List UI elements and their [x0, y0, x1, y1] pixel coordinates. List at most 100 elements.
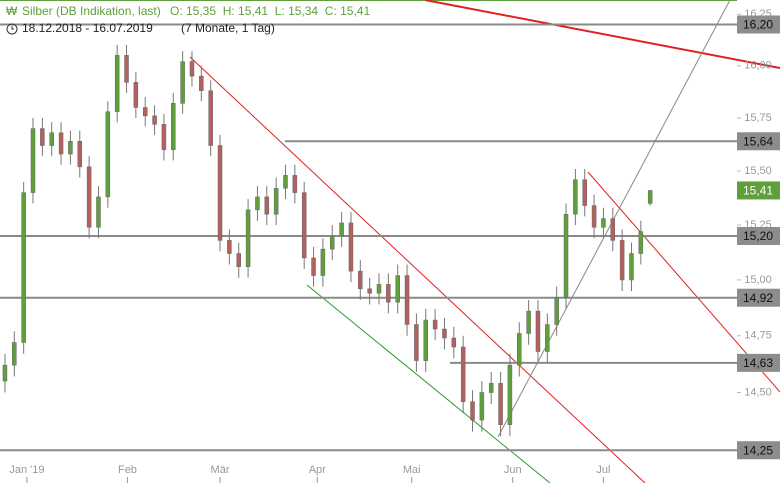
- candle-body: [367, 288, 372, 294]
- candle-body: [414, 324, 419, 361]
- level-label: 14,63: [743, 356, 773, 370]
- candle-body: [619, 240, 625, 281]
- candle-body: [105, 111, 111, 198]
- candle-body: [329, 235, 335, 250]
- candle-body: [479, 392, 485, 421]
- candle-body: [68, 141, 73, 155]
- y-tick-label: 14,75: [744, 330, 772, 342]
- trend-line: [189, 56, 646, 483]
- candle-body: [601, 218, 606, 228]
- candle-body: [245, 209, 251, 267]
- candle-body: [591, 205, 597, 228]
- x-tick-label: Jun: [504, 464, 522, 476]
- candle-body: [96, 196, 101, 228]
- candle-body: [40, 128, 45, 146]
- candle-body: [273, 188, 279, 215]
- level-box: [737, 288, 780, 307]
- candle-body: [629, 253, 634, 281]
- candle-body: [404, 275, 410, 325]
- candle-body: [30, 128, 36, 193]
- level-label: 16,20: [743, 18, 773, 32]
- clock-icon: [11, 26, 14, 30]
- candle-body: [264, 196, 270, 215]
- candle-body: [114, 55, 120, 112]
- candle-body: [451, 337, 457, 348]
- level-label: 14,25: [743, 443, 773, 457]
- candle-body: [573, 179, 578, 215]
- candle-body: [180, 61, 185, 104]
- chart-title: Silber (DB Indikation, last): [22, 4, 161, 18]
- candle-body: [311, 257, 316, 276]
- candle-body: [563, 213, 569, 298]
- candle-body: [320, 248, 326, 276]
- candle-body: [283, 175, 288, 189]
- candle-body: [152, 115, 157, 125]
- candle-body: [610, 218, 616, 241]
- candle-body: [395, 275, 400, 303]
- level-box: [737, 441, 780, 460]
- candle-body: [301, 192, 307, 259]
- y-tick-label: 16,00: [744, 60, 772, 72]
- candle-body: [12, 342, 17, 366]
- candle-body: [339, 222, 344, 237]
- candle-body: [2, 364, 8, 382]
- candle-body: [77, 141, 83, 168]
- candle-body: [217, 145, 223, 241]
- candle-body: [86, 166, 92, 228]
- candle-body: [255, 196, 260, 211]
- candle-body: [208, 90, 213, 146]
- trend-line: [424, 0, 780, 69]
- clock-icon: [6, 23, 18, 35]
- candle-body: [171, 103, 176, 151]
- y-tick-label: 15,75: [744, 112, 772, 124]
- x-tick-label: Mai: [403, 464, 421, 476]
- last-price-box: [737, 181, 780, 200]
- candle-body: [442, 328, 447, 339]
- candle-body: [124, 55, 129, 83]
- candle-body: [460, 346, 466, 402]
- candle-body: [348, 222, 354, 272]
- candle-body: [189, 61, 195, 77]
- candle-body: [535, 310, 541, 352]
- last-price-label: 15,41: [743, 184, 773, 198]
- candle-body: [161, 124, 167, 151]
- subtitle: 18.12.2018 - 16.07.2019: [22, 21, 153, 35]
- level-box: [737, 226, 780, 245]
- candle-body: [517, 333, 522, 366]
- level-box: [737, 132, 780, 151]
- candle-body: [58, 132, 64, 155]
- level-label: 15,20: [743, 229, 773, 243]
- y-tick-label: 15,00: [744, 274, 772, 286]
- candle-body: [498, 383, 503, 425]
- ohlc-label: O: 15,35 H: 15,41 L: 15,34 C: 15,41: [170, 4, 370, 18]
- x-tick-label: Apr: [309, 464, 326, 476]
- x-tick-label: Jan '19: [9, 464, 44, 476]
- candle-body: [358, 270, 363, 290]
- candle-body: [386, 284, 391, 303]
- x-tick-label: Feb: [118, 464, 137, 476]
- candle-body: [526, 310, 531, 334]
- candle-body: [227, 240, 232, 254]
- candle-body: [21, 192, 26, 343]
- icon: ₩: [6, 4, 18, 18]
- candle-body: [133, 82, 139, 108]
- candle-body: [376, 284, 382, 294]
- level-label: 14,92: [743, 291, 773, 305]
- candle-body: [545, 324, 550, 352]
- candle-body: [432, 319, 438, 330]
- candle-body: [199, 75, 204, 91]
- y-tick-label: 14,50: [744, 386, 772, 398]
- y-tick-label: 15,50: [744, 165, 772, 177]
- level-box: [737, 353, 780, 372]
- candle-body: [292, 175, 298, 193]
- candle-body: [507, 364, 513, 425]
- candle-body: [470, 401, 475, 421]
- x-tick-label: Mär: [211, 464, 230, 476]
- candle-body: [638, 231, 644, 254]
- candle-body: [554, 297, 559, 325]
- trend-line: [306, 284, 551, 483]
- level-box: [737, 15, 780, 34]
- level-label: 15,64: [743, 134, 773, 148]
- candle-body: [236, 253, 241, 267]
